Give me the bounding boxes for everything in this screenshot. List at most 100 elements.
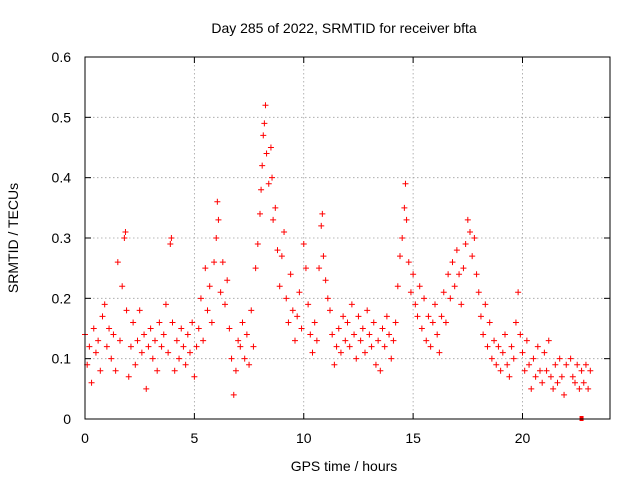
data-point [383, 313, 390, 320]
data-point [165, 349, 172, 356]
data-point [375, 337, 382, 344]
data-point [156, 319, 163, 326]
data-point [510, 355, 517, 362]
data-point [318, 222, 325, 229]
data-point [149, 355, 156, 362]
data-point [272, 204, 279, 211]
data-point [204, 307, 211, 314]
data-point [136, 307, 143, 314]
data-point [471, 235, 478, 241]
data-point [407, 289, 414, 296]
data-point [197, 295, 204, 302]
data-point [206, 283, 213, 290]
data-point [449, 259, 456, 266]
data-point [176, 355, 183, 362]
data-point [292, 337, 298, 344]
data-point [248, 307, 255, 314]
data-point [561, 391, 568, 398]
data-point [281, 228, 288, 235]
y-tick-label: 0.6 [52, 49, 72, 65]
data-point [263, 150, 270, 157]
data-point [160, 331, 167, 338]
data-point [184, 331, 191, 338]
data-point [515, 289, 522, 296]
data-point [412, 301, 419, 308]
data-series [82, 102, 594, 421]
data-point [274, 247, 281, 254]
data-point [403, 216, 410, 223]
data-point [576, 385, 583, 392]
data-point [429, 319, 436, 326]
data-point [344, 319, 351, 326]
data-point [554, 379, 561, 386]
y-axis-label: SRMTID / TECUs [5, 183, 21, 293]
x-tick-label: 15 [405, 430, 421, 446]
y-tick-label: 0.1 [52, 351, 72, 367]
data-point [517, 331, 524, 338]
data-point [580, 379, 587, 386]
data-point [252, 265, 259, 272]
data-point [97, 367, 104, 374]
data-point [506, 373, 513, 380]
data-point [353, 355, 360, 362]
y-tick-label: 0 [63, 411, 71, 427]
data-point [182, 361, 189, 368]
data-point [337, 349, 344, 356]
data-point [117, 337, 123, 344]
data-point [217, 289, 224, 296]
data-point [123, 307, 130, 314]
data-point [86, 343, 93, 350]
data-point [235, 337, 242, 344]
data-point [364, 307, 371, 314]
data-point [447, 295, 454, 302]
data-point [456, 271, 463, 278]
data-point [462, 241, 469, 248]
data-point [342, 337, 349, 344]
data-point [425, 313, 432, 320]
data-point [335, 325, 342, 332]
data-point [257, 210, 263, 217]
data-point [473, 271, 480, 278]
data-point [414, 313, 421, 320]
data-point [250, 343, 257, 350]
data-point [202, 265, 209, 272]
data-point [171, 367, 178, 374]
y-tick-label: 0.2 [52, 290, 72, 306]
data-point [289, 307, 296, 314]
data-point [502, 331, 508, 338]
data-point [582, 361, 589, 368]
data-point [526, 361, 533, 368]
data-point [348, 301, 355, 308]
data-point [521, 367, 528, 374]
data-point [276, 283, 283, 290]
data-point [208, 319, 215, 326]
data-point [224, 277, 231, 284]
data-point [158, 343, 165, 350]
data-point [260, 132, 267, 139]
data-point [351, 331, 358, 338]
data-point [480, 331, 487, 338]
data-point [319, 210, 326, 217]
data-point [296, 289, 303, 296]
data-point [410, 271, 417, 278]
data-point [537, 367, 543, 374]
x-tick-label: 5 [190, 430, 198, 446]
data-point [99, 313, 106, 320]
data-point [327, 307, 333, 314]
data-point [145, 343, 152, 350]
data-point [552, 361, 559, 368]
data-point [370, 319, 377, 326]
data-point [246, 361, 253, 368]
data-point [119, 283, 126, 290]
data-point [265, 180, 272, 187]
data-point [331, 361, 338, 368]
data-point [311, 319, 318, 326]
data-point [486, 319, 493, 326]
data-point [322, 277, 329, 284]
data-point [346, 343, 353, 350]
data-point [241, 355, 248, 362]
data-point [112, 367, 119, 374]
data-point [423, 337, 430, 344]
data-point [162, 301, 169, 308]
